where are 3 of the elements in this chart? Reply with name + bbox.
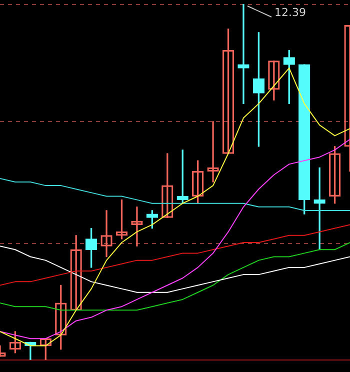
candlestick xyxy=(314,167,326,250)
candlestick xyxy=(238,4,250,104)
annotation: 12.39 xyxy=(274,6,306,19)
